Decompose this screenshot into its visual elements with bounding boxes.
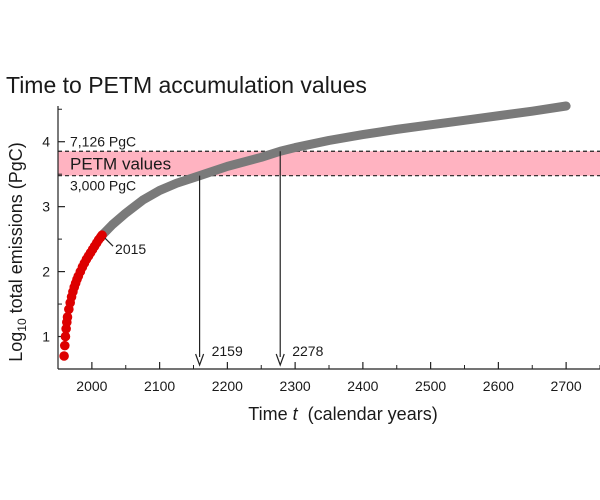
data-point: [62, 312, 73, 322]
annotation-2015-pointer: [104, 237, 114, 247]
data-point: [97, 230, 107, 241]
x-tick-label: 2400: [347, 378, 378, 394]
band-upper-label: 7,126 PgC: [70, 133, 136, 149]
x-axis-label: Time t (calendar years): [248, 404, 437, 424]
y-tick-label: 2: [42, 264, 50, 280]
data-point: [59, 340, 70, 351]
y-tick-label: 4: [42, 134, 50, 150]
annotation-2015-label: 2015: [115, 241, 146, 257]
chart-title: Time to PETM accumulation values: [6, 72, 367, 98]
y-axis-label: Log10 total emissions (PgC): [6, 142, 29, 361]
y-axis-label-subscript: 10: [15, 318, 29, 332]
x-tick-label: 2100: [144, 378, 175, 394]
x-tick-label: 2600: [483, 378, 514, 394]
x-axis-label-variable: t: [293, 404, 299, 424]
arrow-2278-head: [275, 353, 285, 367]
y-tick-label: 1: [42, 329, 50, 345]
plot-area: 7,126 PgC 3,000 PgC PETM values 1 2 3 4 2000 210…: [42, 101, 600, 394]
x-tick-label: 2500: [415, 378, 446, 394]
x-tick-label: 2000: [76, 378, 107, 394]
x-tick-label: 2300: [280, 378, 311, 394]
petm-band: [58, 151, 600, 176]
y-axis-label-text: total emissions (PgC): [6, 142, 26, 318]
band-label: PETM values: [70, 154, 171, 173]
annotation-2159-label: 2159: [212, 343, 243, 359]
annotation-2278-label: 2278: [292, 343, 323, 359]
data-point: [60, 331, 71, 342]
x-axis-label-units: (calendar years): [298, 404, 438, 424]
y-tick-label: 3: [42, 199, 50, 215]
y-axis-label-log: Log: [6, 332, 26, 362]
band-lower-label: 3,000 PgC: [70, 178, 136, 194]
x-axis-label-text: Time: [248, 404, 292, 424]
x-tick-label: 2700: [551, 378, 582, 394]
arrow-2159-head: [195, 353, 205, 367]
data-point: [59, 351, 69, 361]
x-tick-label: 2200: [212, 378, 243, 394]
